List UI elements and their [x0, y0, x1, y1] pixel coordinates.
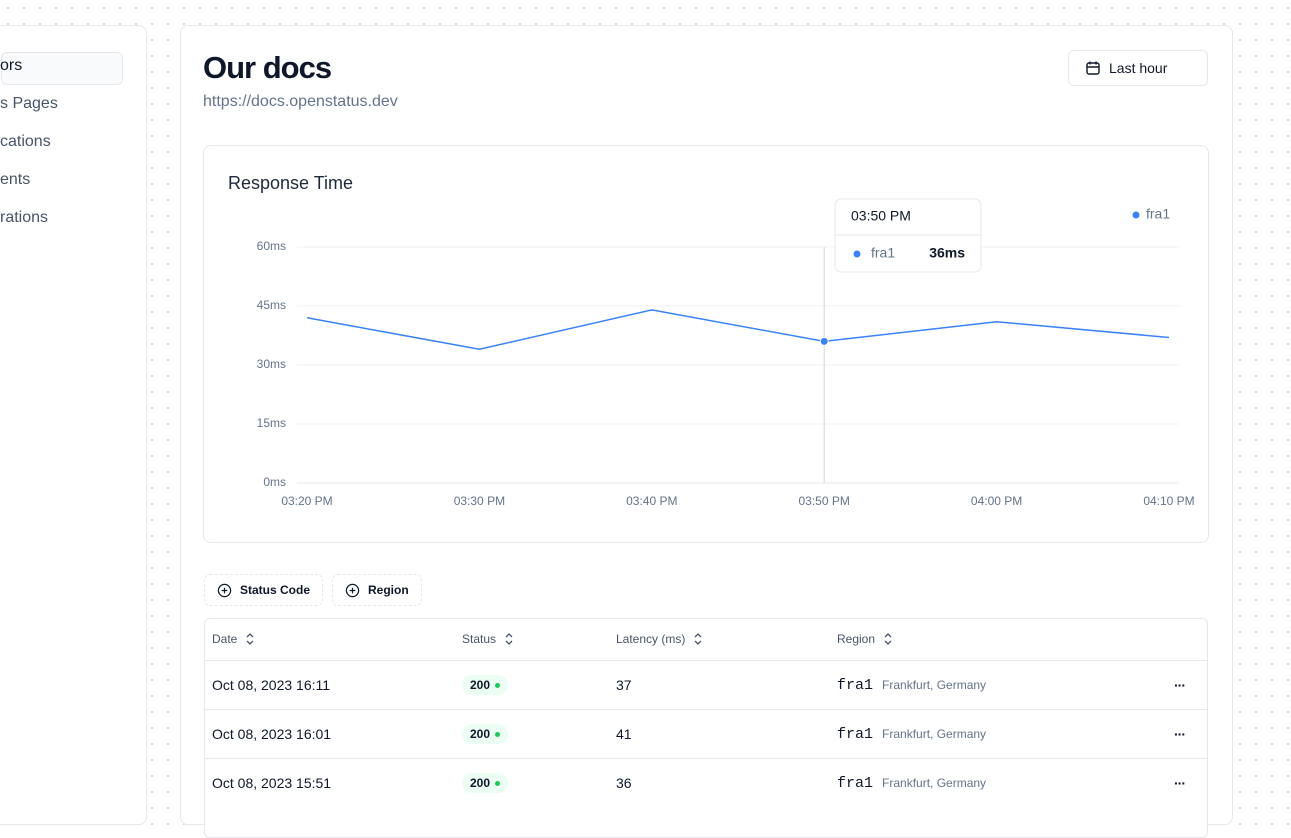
active-point [819, 336, 829, 346]
latency-cell: 37 [616, 677, 632, 693]
row-menu[interactable]: ··· [1174, 726, 1186, 742]
tooltip-title: 03:50 PM [851, 208, 911, 224]
nav-item[interactable]: s Pages [0, 95, 58, 112]
column-header[interactable]: Latency (ms) [616, 618, 703, 660]
region-name: Frankfurt, Germany [882, 727, 987, 741]
calendar-icon [1086, 61, 1100, 75]
sort-icon [884, 633, 892, 645]
status-pill: 200 [462, 675, 509, 695]
nav-item[interactable]: ents [0, 171, 31, 188]
range-label: Last hour [1109, 60, 1168, 76]
y-tick-label: 0ms [263, 475, 286, 489]
tooltip-swatch [853, 250, 861, 258]
nav-item[interactable]: cations [0, 133, 51, 150]
x-tick-label: 03:20 PM [281, 494, 332, 508]
column-header[interactable]: Status [462, 618, 514, 660]
legend-label: fra1 [1146, 206, 1170, 222]
page-title: Our docs [203, 50, 332, 85]
nav-item[interactable]: rations [0, 209, 49, 226]
region-cell: fra1 Frankfurt, Germany [837, 759, 986, 807]
filter-label: Region [368, 583, 409, 597]
latency-cell: 36 [616, 775, 632, 791]
page-url: https://docs.openstatus.dev [203, 93, 398, 110]
status-code: 200 [470, 678, 491, 692]
header-label: Status [462, 632, 497, 646]
status-cell: 200 [462, 759, 509, 807]
column-header[interactable]: Date [212, 618, 255, 660]
latency-cell: 41 [616, 726, 632, 742]
status-dot [495, 682, 501, 688]
region-name: Frankfurt, Germany [882, 776, 987, 790]
sidebar [0, 25, 147, 825]
x-tick-label: 04:10 PM [1143, 494, 1194, 508]
plus-icon [345, 583, 360, 597]
tooltip-label: fra1 [871, 245, 895, 261]
legend-swatch [1132, 211, 1140, 219]
header-label: Latency (ms) [616, 632, 686, 646]
table [204, 618, 1208, 838]
column-header[interactable]: Region [837, 618, 893, 660]
region-cell: fra1 Frankfurt, Germany [837, 661, 986, 709]
plus-icon [217, 583, 232, 597]
y-tick-label: 30ms [257, 357, 286, 371]
date-cell: Oct 08, 2023 16:01 [212, 726, 332, 742]
region-code: fra1 [837, 774, 874, 792]
x-tick-label: 03:30 PM [454, 494, 505, 508]
row-menu[interactable]: ··· [1174, 677, 1186, 693]
filter-label: Status Code [240, 583, 311, 597]
date-cell: Oct 08, 2023 15:51 [212, 775, 332, 791]
region-code: fra1 [837, 725, 874, 743]
header-label: Region [837, 632, 876, 646]
status-code: 200 [470, 727, 491, 741]
active-nav-bg [1, 52, 123, 85]
y-tick-label: 15ms [257, 416, 286, 430]
x-tick-label: 03:40 PM [626, 494, 677, 508]
date-cell: Oct 08, 2023 16:11 [212, 677, 331, 693]
status-pill: 200 [462, 773, 509, 793]
status-dot [495, 731, 501, 737]
filter-button[interactable]: Status Code [204, 574, 324, 606]
region-name: Frankfurt, Germany [882, 678, 987, 692]
x-tick-label: 04:00 PM [971, 494, 1022, 508]
nav-item[interactable]: ors [0, 57, 23, 74]
sort-icon [246, 633, 254, 645]
sort-icon [505, 633, 513, 645]
chart-card [203, 145, 1209, 543]
header-label: Date [212, 632, 238, 646]
row-menu[interactable]: ··· [1174, 775, 1186, 791]
region-cell: fra1 Frankfurt, Germany [837, 710, 986, 758]
status-cell: 200 [462, 710, 509, 758]
status-dot [495, 780, 501, 786]
y-tick-label: 45ms [257, 298, 286, 312]
status-code: 200 [470, 776, 491, 790]
status-cell: 200 [462, 661, 509, 709]
table-row: Oct 08, 2023 16:01 200 41 fra1 Frankfurt, Ge… [204, 709, 1208, 759]
range-button[interactable]: Last hour [1068, 50, 1208, 86]
series-line [306, 309, 1170, 351]
table-row: Oct 08, 2023 15:51 200 36 fra1 Frankfurt, Ge… [204, 758, 1208, 808]
x-tick-label: 03:50 PM [799, 494, 850, 508]
chart: Response Time 0ms 15ms 30ms 45ms 60ms 03:20 P… [228, 173, 1195, 508]
y-tick-label: 60ms [257, 239, 286, 253]
chart-title: Response Time [228, 173, 353, 193]
table-row: Oct 08, 2023 16:11 200 37 fra1 Frankfurt, Ge… [204, 660, 1208, 710]
sort-icon [694, 633, 702, 645]
status-pill: 200 [462, 724, 509, 744]
filter-button[interactable]: Region [332, 574, 422, 606]
region-code: fra1 [837, 676, 874, 694]
tooltip-value: 36ms [929, 245, 965, 261]
